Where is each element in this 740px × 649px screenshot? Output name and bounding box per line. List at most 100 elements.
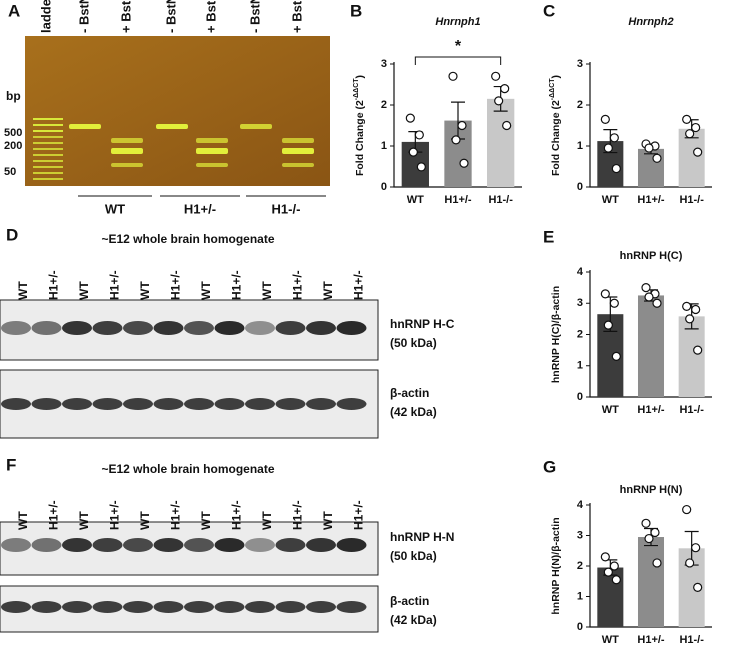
blot-band [245, 538, 275, 552]
band-name: hnRNP H-N [390, 530, 454, 544]
data-point [652, 298, 662, 308]
blot-band [245, 601, 275, 613]
ladder-band [33, 136, 63, 138]
ladder-band [33, 148, 63, 150]
lane-label: H1+/- [230, 500, 244, 530]
data-point [611, 351, 621, 361]
y-axis-label: hnRNP H(N)/β-actin [550, 517, 562, 614]
data-point [693, 582, 703, 592]
blot-band [306, 398, 336, 410]
x-tick-label: H1-/- [679, 404, 704, 416]
y-axis-label-suffix: ) [550, 75, 562, 79]
ladder-band [33, 124, 63, 126]
lane-label: WT [16, 281, 30, 300]
data-point [416, 162, 426, 172]
x-tick-label: WT [602, 194, 619, 206]
group-label: WT [105, 201, 125, 216]
data-point [451, 135, 461, 145]
blot-band [214, 321, 245, 335]
y-tick-label: 3 [381, 58, 387, 70]
ladder-band [33, 118, 63, 120]
data-point [691, 543, 701, 553]
y-tick-label: 3 [577, 58, 583, 70]
blot-band [153, 321, 184, 335]
y-axis-label-text: hnRNP H(C)/β-actin [550, 286, 562, 383]
size-label: 500 [4, 127, 22, 139]
blot-band [62, 538, 92, 552]
data-point [502, 120, 512, 131]
data-point [685, 314, 695, 324]
blot-band [245, 321, 275, 335]
x-tick-label: H1+/- [637, 404, 665, 416]
gel-band [240, 124, 272, 129]
ladder-band [33, 154, 63, 156]
y-tick-label: 2 [381, 99, 387, 111]
lane-label: ladder [38, 0, 53, 33]
y-tick-label: 0 [577, 391, 583, 403]
band-size: (42 kDa) [390, 405, 437, 419]
gel-band [111, 163, 143, 167]
lane-label: H1+/- [108, 500, 122, 530]
gel-band [111, 138, 143, 143]
gel-band [282, 138, 314, 143]
data-point [693, 345, 703, 355]
lane-label: WT [138, 281, 152, 300]
data-point [457, 120, 467, 131]
panel-label: F [6, 455, 16, 474]
data-point [652, 153, 662, 163]
blot-band [62, 321, 92, 335]
data-point [682, 504, 692, 515]
data-point [408, 147, 418, 157]
x-tick-label: WT [602, 404, 619, 416]
y-axis-label: hnRNP H(C)/β-actin [550, 286, 562, 383]
ladder-band [33, 178, 63, 180]
blot-band [31, 601, 62, 613]
blot-band [1, 601, 31, 613]
lane-label: - BstNI [76, 0, 91, 33]
bar [487, 98, 515, 187]
size-label: 50 [4, 166, 16, 178]
blot-band [275, 601, 306, 613]
panel-label: G [543, 457, 556, 476]
y-axis-label-text: Fold Change (2 [550, 100, 562, 176]
lane-label: H1+/- [291, 500, 305, 530]
lane-label: H1+/- [47, 500, 61, 530]
data-point [685, 558, 695, 568]
gel-band [156, 124, 188, 129]
y-axis-label-sup: -ΔΔCT [549, 78, 556, 100]
panel-label: D [6, 225, 18, 244]
x-tick-label: H1+/- [637, 194, 665, 206]
x-tick-label: WT [602, 634, 619, 646]
band-size: (50 kDa) [390, 336, 437, 350]
blot-band [336, 601, 367, 613]
data-point [682, 301, 692, 311]
blot-band [306, 321, 336, 335]
blot-band [1, 538, 31, 552]
ladder-band [33, 142, 63, 144]
gel-band [282, 163, 314, 167]
lane-label: WT [260, 281, 274, 300]
data-point [641, 283, 651, 293]
y-axis-label-text: hnRNP H(N)/β-actin [550, 517, 562, 614]
gel-band [196, 138, 228, 143]
blot-band [245, 398, 275, 410]
y-tick-label: 1 [577, 590, 583, 602]
data-point [600, 552, 610, 562]
blot-band [184, 321, 214, 335]
lane-label: WT [77, 511, 91, 530]
significance-bracket [414, 56, 502, 65]
band-size: (42 kDa) [390, 613, 437, 627]
gel-band [282, 148, 314, 154]
data-point [600, 289, 610, 299]
size-unit: bp [6, 89, 21, 103]
significance-label: * [455, 38, 462, 55]
blot-band [184, 538, 214, 552]
x-tick-label: H1+/- [637, 634, 665, 646]
bar [678, 316, 705, 397]
bar [637, 295, 665, 397]
group-label: H1+/- [184, 201, 216, 216]
y-axis-label: Fold Change (2-ΔΔCT) [549, 75, 561, 176]
blot-band [214, 398, 245, 410]
x-tick-label: H1-/- [679, 634, 704, 646]
data-point [609, 133, 619, 143]
